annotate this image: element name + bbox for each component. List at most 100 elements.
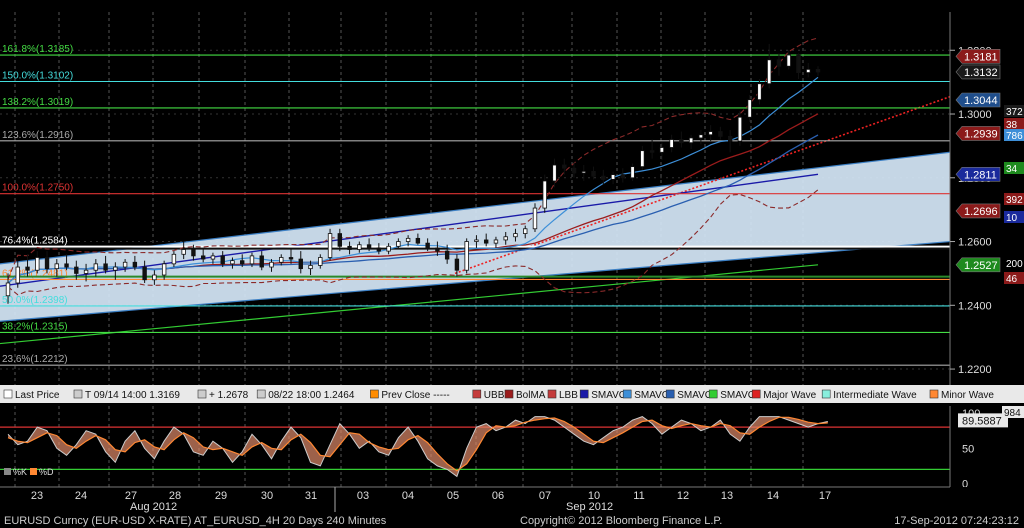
candle-body-25 (249, 255, 255, 265)
edge-tag-bg-7 (1004, 272, 1024, 284)
candle-body-57 (562, 164, 567, 169)
fib-label-0: 161.8%(1.3185) (2, 44, 73, 55)
candle-body-71 (698, 134, 704, 139)
legend-bar: Last Price T 09/14 14:00 1.3169 + 1.2678 08… (0, 385, 1024, 403)
smavg-4-icon (708, 389, 718, 399)
time-label-14: 12 (677, 490, 689, 502)
time-axis: 23 24 27 28 29 30 31 03 04 05 06 07 10 11 12 13 14 17 Aug … (0, 486, 1024, 513)
edge-tag-text-0: 372 (1006, 107, 1023, 118)
month-label-0: Aug 2012 (130, 501, 177, 513)
candle-body-29 (288, 257, 294, 260)
candle-body-43 (425, 242, 430, 249)
stochastic-tag-bg (958, 413, 1008, 428)
candle-body-33 (327, 233, 333, 258)
fib-label-7: 50.0%(1.2398) (2, 295, 68, 306)
price-panel: 161.8%(1.3185) 150.0%(1.3102) 138.2%(1.301… (0, 0, 1024, 387)
stochastic-tick-2: 0 (962, 478, 968, 490)
edge-tag-bg-6 (1004, 257, 1024, 269)
candle-body-7 (74, 266, 79, 274)
edge-tag-text-4: 392 (1006, 195, 1023, 206)
price-tag-text-5: 1.2696 (964, 206, 998, 218)
candle-body-66 (649, 150, 655, 153)
stochastic-edge-tag-bg (1002, 406, 1024, 418)
candle-body-51 (503, 236, 508, 241)
major-wave-trendline (454, 94, 956, 275)
candle-body-81 (796, 54, 801, 73)
stochastic-legend-swatch-1 (30, 468, 37, 475)
candle-body-4 (44, 257, 50, 270)
candle-body-14 (142, 266, 147, 281)
candlesticks (5, 43, 821, 304)
lbb-icon (547, 389, 557, 399)
candle-body-44 (435, 247, 440, 252)
fib-label-2: 138.2%(1.3019) (2, 97, 73, 108)
fib-label-3: 123.6%(1.2916) (2, 130, 73, 141)
candle-body-52 (513, 233, 518, 238)
candle-body-32 (318, 257, 323, 266)
price-axis: 1.32001.30001.28001.26001.24001.22003723… (949, 0, 1024, 387)
candle-body-76 (747, 99, 752, 118)
candle-body-48 (474, 239, 479, 242)
intermediate-wave-icon (821, 389, 831, 399)
price-tick-label-1: 1.3000 (958, 109, 992, 121)
candle-body-74 (727, 135, 733, 142)
price-tag-text-2: 1.3044 (964, 95, 998, 107)
stochastic-legend-label-1: %D (39, 467, 54, 477)
stochastic-lines: %K %D (4, 416, 828, 478)
stochastic-background (0, 406, 1024, 487)
edge-tag-text-6: 200 (1006, 259, 1023, 270)
stochastic-grid (0, 406, 1024, 487)
bolma-icon (504, 389, 514, 399)
edge-tag-text-3: 34 (1006, 164, 1018, 175)
month-label-1: Sep 2012 (566, 501, 613, 513)
candle-body-11 (113, 266, 118, 271)
candle-body-78 (767, 59, 772, 85)
candle-body-60 (591, 171, 596, 177)
candle-body-49 (483, 239, 489, 244)
legend-label-0: Last Price (15, 390, 60, 401)
candle-body-3 (35, 257, 40, 271)
candle-body-42 (415, 237, 421, 244)
high-marker-icon (73, 389, 83, 399)
candle-body-39 (386, 245, 391, 252)
time-label-17: 17 (819, 490, 831, 502)
time-label-0: 23 (31, 490, 43, 502)
channel-upper-line (0, 151, 951, 265)
price-tag-text-3: 1.2939 (964, 128, 998, 140)
time-label-4: 29 (215, 490, 227, 502)
candle-body-72 (708, 131, 713, 136)
time-axis-background (0, 487, 1024, 513)
legend-label-1: T 09/14 14:00 1.3169 (85, 390, 180, 401)
candle-body-20 (200, 255, 206, 260)
ubb-icon (472, 389, 482, 399)
legend-label-8: SMAVG (591, 390, 627, 401)
candle-body-55 (542, 180, 547, 209)
candle-body-16 (161, 263, 167, 276)
legend-label-4: Prev Close ----- (381, 390, 449, 401)
candle-body-17 (171, 253, 177, 265)
candle-body-34 (337, 233, 343, 247)
candle-body-47 (464, 241, 469, 271)
legend-label-6: BolMA (516, 390, 546, 401)
stochastic-d-line (7, 416, 828, 472)
candle-body-18 (181, 249, 186, 255)
candle-body-50 (493, 239, 499, 244)
price-tag-bg-4 (955, 166, 1001, 182)
candle-body-80 (786, 54, 791, 67)
legend-label-10: SMAVG (677, 390, 713, 401)
candle-body-35 (347, 245, 352, 250)
edge-tag-text-2: 786 (1006, 131, 1023, 142)
edge-tag-text-1: 38 (1006, 120, 1018, 131)
candle-body-83 (815, 68, 821, 73)
legend-label-5: UBB (484, 390, 505, 401)
candle-body-31 (308, 265, 313, 270)
candle-body-75 (737, 116, 743, 142)
price-tags: 1.3181 1.3132 1.3044 1.2939 1.2811 1.2696 1.25… (955, 49, 1001, 273)
price-tag-text-6: 1.2527 (964, 260, 998, 272)
candle-body-67 (659, 147, 665, 153)
fib-label-1: 150.0%(1.3102) (2, 70, 73, 81)
candle-body-46 (454, 258, 460, 271)
candle-body-10 (103, 263, 108, 271)
